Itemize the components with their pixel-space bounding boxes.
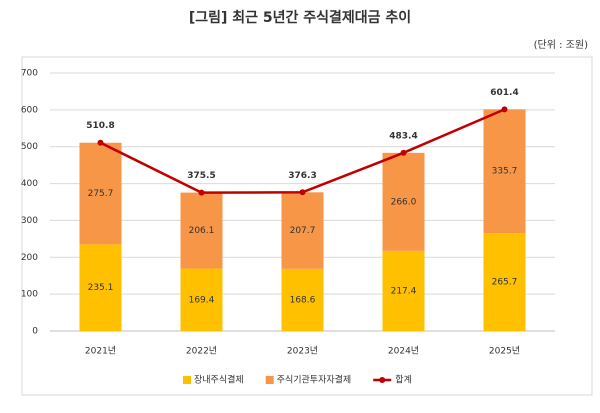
- bar-segment: [382, 152, 425, 251]
- y-tick-label: 700: [21, 69, 38, 79]
- bar-segment: [483, 109, 526, 234]
- data-label: 265.7: [492, 278, 518, 288]
- x-tick-label: 2024년: [388, 346, 419, 357]
- data-label: 375.5: [187, 171, 215, 181]
- data-label: 510.8: [86, 121, 114, 131]
- line-point: [501, 106, 508, 113]
- y-tick-label: 500: [21, 142, 38, 152]
- y-tick-label: 600: [21, 105, 38, 115]
- line-point: [400, 149, 407, 156]
- legend-label: 주식기관투자자결제: [277, 375, 352, 386]
- y-tick-label: 300: [21, 216, 38, 226]
- bar-segment: [483, 233, 526, 331]
- bar-segment: [79, 244, 122, 331]
- line-point: [198, 189, 205, 196]
- bar-segment: [180, 268, 223, 331]
- data-label: 266.0: [391, 197, 417, 207]
- data-label: 235.1: [88, 283, 114, 293]
- y-tick-label: 0: [32, 327, 38, 337]
- data-label: 217.4: [391, 286, 417, 296]
- data-label: 168.6: [290, 295, 316, 305]
- data-label: 335.7: [492, 167, 518, 177]
- x-tick-label: 2022년: [186, 346, 217, 357]
- bar-segment: [79, 142, 122, 245]
- line-point: [97, 139, 104, 146]
- bar-segment: [281, 192, 324, 269]
- chart-title: [그림] 최근 5년간 주식결제대금 추이: [189, 9, 411, 26]
- x-tick-label: 2021년: [85, 346, 116, 357]
- data-label: 275.7: [88, 189, 114, 199]
- bar-segment: [382, 250, 425, 331]
- chart-subtitle: (단위 : 조원): [534, 38, 588, 51]
- legend-swatch: [265, 376, 274, 384]
- data-label: 601.4: [490, 88, 518, 98]
- data-label: 483.4: [389, 131, 417, 141]
- legend-marker: [379, 377, 386, 383]
- data-label: 169.4: [189, 295, 215, 305]
- x-tick-label: 2023년: [287, 346, 318, 357]
- chart-frame: [21, 56, 593, 396]
- data-label: 376.3: [288, 171, 316, 181]
- bar-segment: [281, 268, 324, 331]
- legend-swatch: [183, 376, 191, 384]
- data-label: 206.1: [189, 226, 215, 236]
- y-tick-label: 400: [21, 179, 38, 189]
- x-tick-label: 2025년: [489, 346, 520, 357]
- legend-label: 합계: [395, 374, 412, 386]
- legend-label: 장내주식결제: [194, 375, 244, 386]
- line-point: [299, 189, 306, 196]
- data-label: 207.7: [290, 226, 316, 236]
- y-tick-label: 200: [21, 253, 38, 263]
- y-tick-label: 100: [21, 290, 38, 300]
- bar-segment: [180, 192, 223, 269]
